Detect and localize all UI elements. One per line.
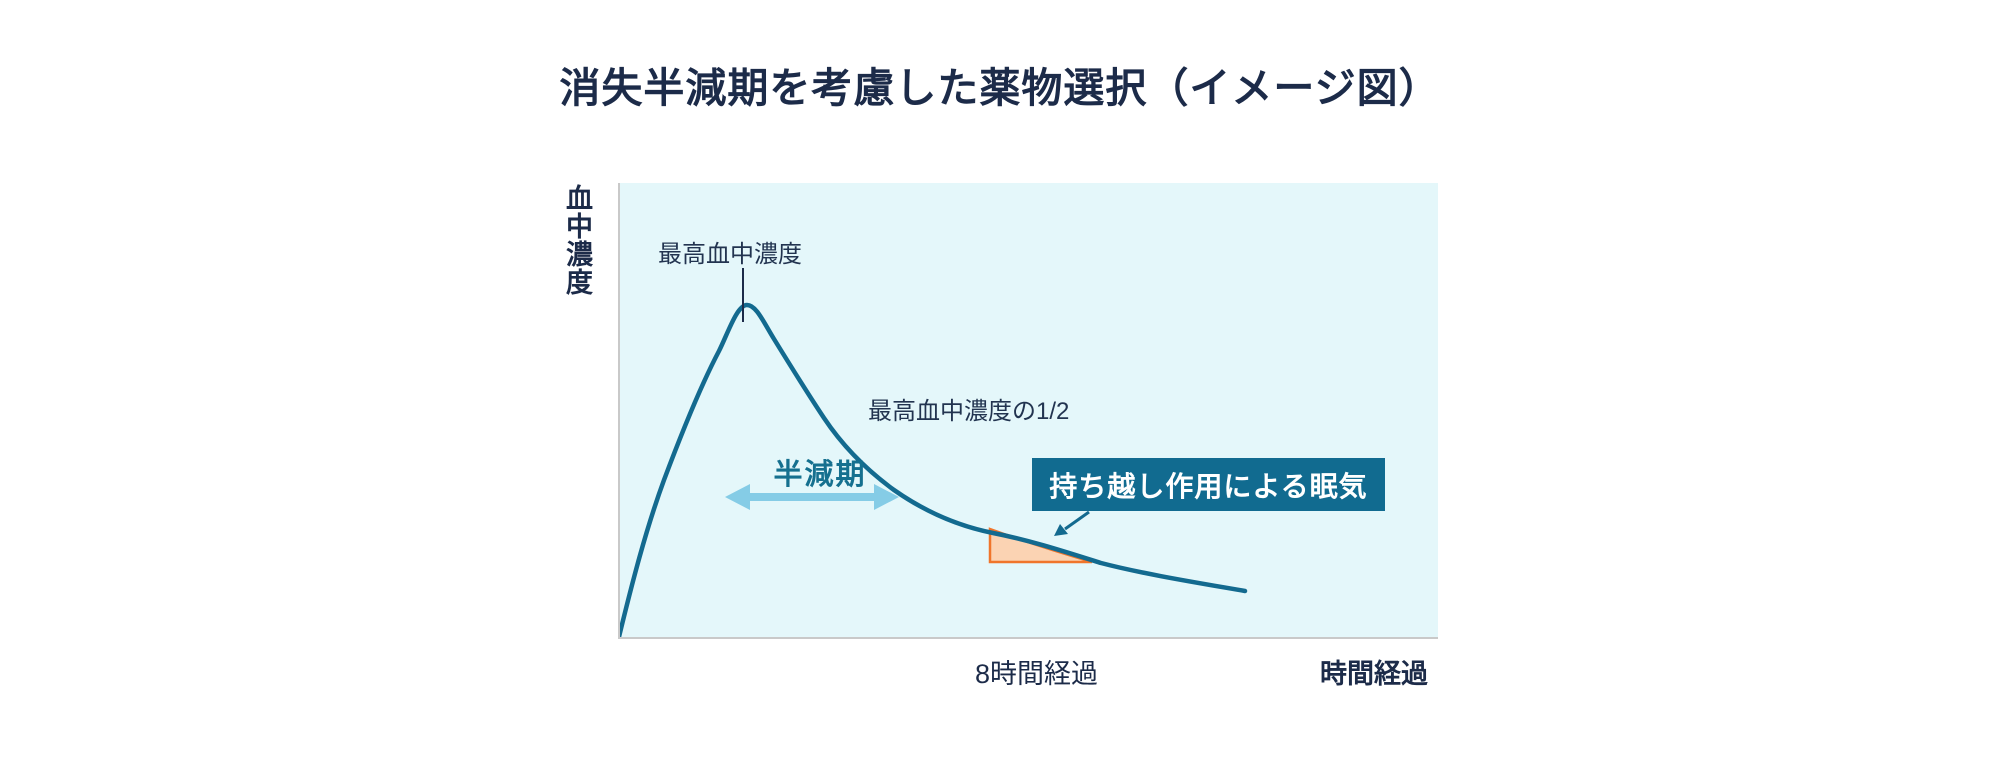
half-concentration-label: 最高血中濃度の1/2 bbox=[868, 398, 1070, 425]
half-life-arrow-right-head bbox=[874, 484, 899, 510]
y-axis-label: 血中濃度 bbox=[562, 184, 592, 296]
carryover-callout-box: 持ち越し作用による眠気 bbox=[1032, 458, 1385, 511]
x-tick-label: 8時間経過 bbox=[975, 659, 1099, 689]
callout-pointer-arrow-icon bbox=[1054, 510, 1090, 536]
carryover-callout-text: 持ち越し作用による眠気 bbox=[1049, 470, 1368, 502]
x-axis-label: 時間経過 bbox=[1320, 659, 1428, 689]
half-life-arrow-left-head bbox=[725, 484, 750, 510]
plot-svg bbox=[620, 268, 1248, 637]
callout-arrow-head bbox=[1054, 524, 1068, 536]
callout-arrow-line bbox=[1064, 510, 1090, 531]
half-life-label: 半減期 bbox=[773, 459, 867, 491]
peak-concentration-label: 最高血中濃度 bbox=[658, 241, 802, 268]
half-life-double-arrow-icon bbox=[725, 484, 899, 510]
plot-area: 最高血中濃度 最高血中濃度の1/2 半減期 持ち越し作用による眠気 bbox=[618, 183, 1438, 639]
page-title: 消失半減期を考慮した薬物選択（イメージ図） bbox=[559, 65, 1441, 111]
concentration-curve bbox=[620, 302, 1248, 637]
